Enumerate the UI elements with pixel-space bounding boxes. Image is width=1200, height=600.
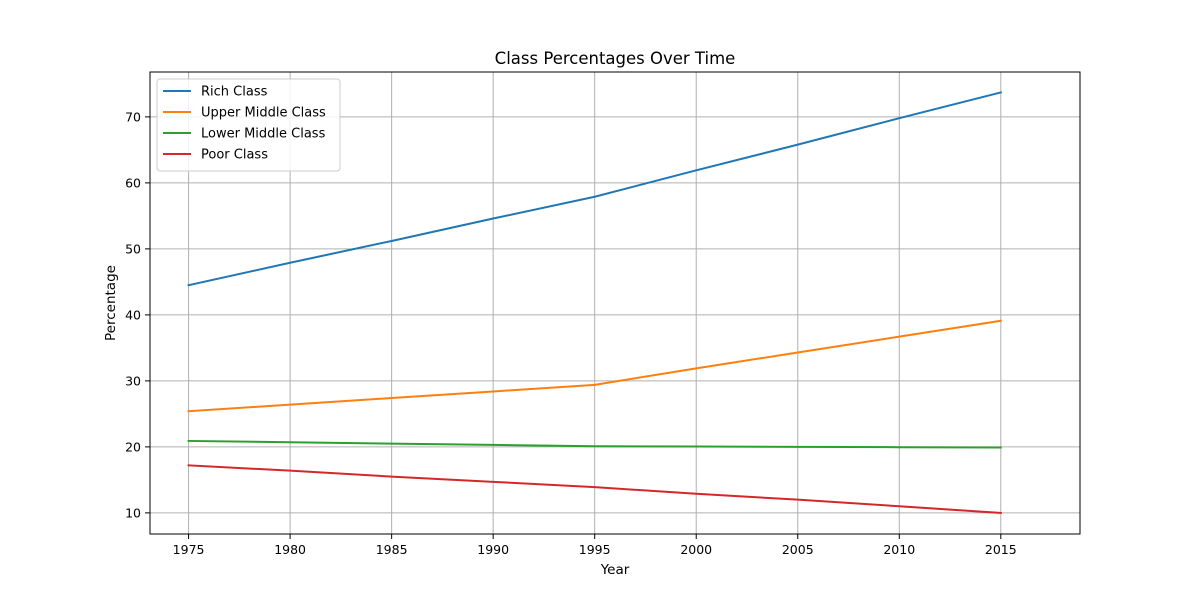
y-tick-label: 40 — [125, 307, 141, 322]
axis-ticks: 1975 1980 1985 1990 1995 2000 2005 2010 2015 10 20… — [125, 109, 1017, 557]
legend-label: Poor Class — [201, 148, 268, 163]
x-tick-label: 1995 — [579, 542, 611, 557]
y-tick-label: 10 — [125, 505, 141, 520]
x-tick-label: 1985 — [376, 542, 408, 557]
legend-label: Upper Middle Class — [201, 106, 326, 121]
x-tick-label: 2010 — [883, 542, 915, 557]
chart-title: Class Percentages Over Time — [495, 49, 736, 68]
series-line-1 — [187, 319, 1002, 413]
series-lines — [187, 91, 1003, 514]
x-tick-label: 1975 — [173, 542, 205, 557]
series-line-0 — [187, 91, 1003, 287]
y-tick-label: 70 — [125, 109, 141, 124]
series-line-3 — [187, 464, 1002, 514]
x-axis-title: Year — [600, 562, 630, 578]
y-tick-label: 50 — [125, 241, 141, 256]
x-tick-label: 2015 — [985, 542, 1017, 557]
y-tick-label: 20 — [125, 439, 141, 454]
legend-label: Lower Middle Class — [201, 127, 326, 142]
y-tick-label: 30 — [125, 373, 141, 388]
y-tick-label: 60 — [125, 175, 141, 190]
y-axis-title: Percentage — [103, 265, 119, 341]
x-tick-label: 1980 — [274, 542, 306, 557]
legend: Rich Class Upper Middle Class Lower Middle… — [156, 78, 341, 172]
x-tick-label: 1990 — [477, 542, 509, 557]
legend-box — [156, 78, 341, 172]
x-tick-label: 2000 — [680, 542, 712, 557]
plot-frame — [149, 71, 1081, 535]
series-line-2 — [187, 439, 1002, 449]
x-tick-label: 2005 — [782, 542, 814, 557]
legend-label: Rich Class — [201, 85, 268, 100]
